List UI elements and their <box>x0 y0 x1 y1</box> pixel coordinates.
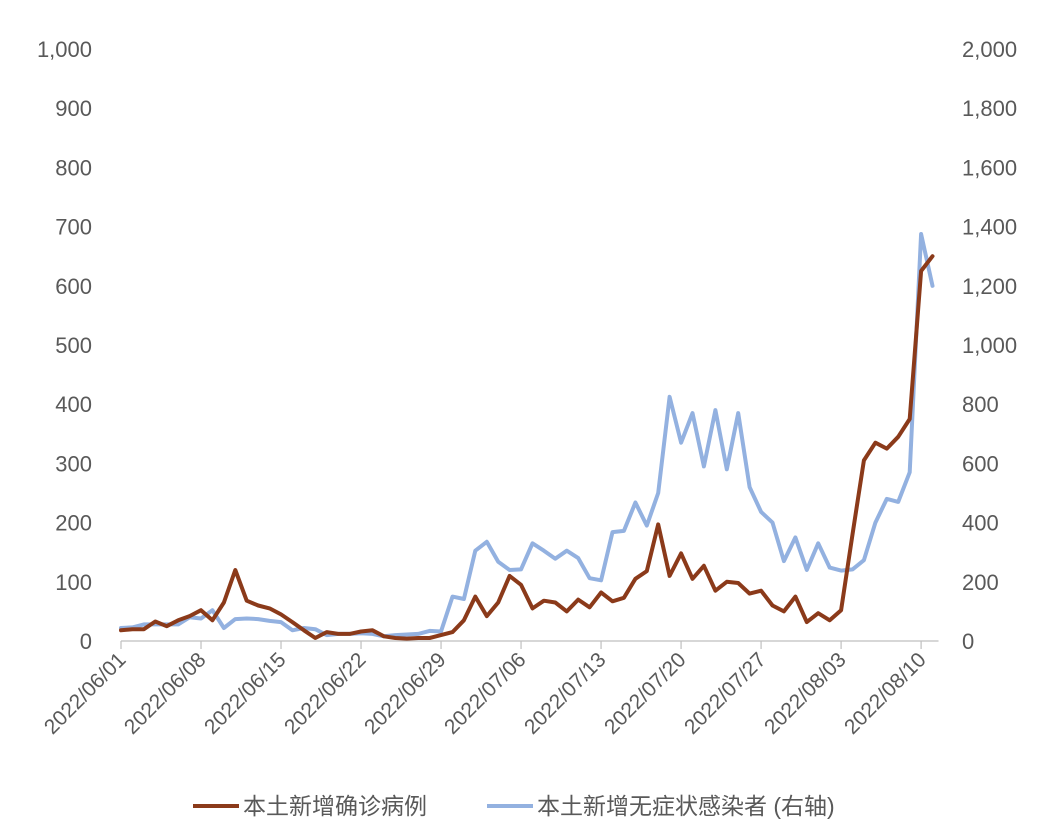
legend: 本土新增确诊病例 本土新增无症状感染者 (右轴) <box>193 793 835 819</box>
series-line-asymptomatic <box>119 232 935 639</box>
x-tick-label: 2022/06/15 <box>200 648 291 739</box>
x-tick-label: 2022/07/20 <box>600 648 691 739</box>
y-left-tick-label: 700 <box>55 215 92 240</box>
y-left-tick-label: 500 <box>55 333 92 358</box>
x-tick-label: 2022/08/10 <box>840 648 931 739</box>
y-left-tick-label: 800 <box>55 155 92 180</box>
y-left-tick-label: 300 <box>55 451 92 476</box>
y-left-tick-label: 1,000 <box>37 37 92 62</box>
y-left-tick-label: 400 <box>55 392 92 417</box>
x-tick-label: 2022/08/03 <box>760 648 851 739</box>
y-right-tick-label: 800 <box>962 392 999 417</box>
x-tick-label: 2022/07/27 <box>680 648 771 739</box>
series-line-confirmed <box>119 254 935 641</box>
y-left-tick-label: 200 <box>55 511 92 536</box>
y-right-tick-label: 1,200 <box>962 274 1017 299</box>
legend-label: 本土新增确诊病例 <box>243 793 427 819</box>
x-tick-label: 2022/07/06 <box>440 648 531 739</box>
y-right-tick-label: 1,800 <box>962 96 1017 121</box>
y-right-tick-label: 400 <box>962 511 999 536</box>
legend-label: 本土新增无症状感染者 (右轴) <box>537 793 835 819</box>
y-right-tick-label: 1,400 <box>962 215 1017 240</box>
axes: 0 0 100 200 200 400 300 600 400 800 500 1,000 600 1,2… <box>37 37 1017 739</box>
x-tick-label: 2022/06/08 <box>120 648 211 739</box>
x-tick-label: 2022/06/22 <box>280 648 371 739</box>
x-tick-label: 2022/07/13 <box>520 648 611 739</box>
y-left-tick-label: 0 <box>80 629 92 654</box>
y-right-tick-label: 200 <box>962 570 999 595</box>
y-right-tick-label: 0 <box>962 629 974 654</box>
y-right-tick-label: 1,600 <box>962 155 1017 180</box>
x-tick-label: 2022/06/01 <box>40 648 131 739</box>
series-lines <box>119 232 935 641</box>
y-right-tick-label: 2,000 <box>962 37 1017 62</box>
y-left-tick-label: 100 <box>55 570 92 595</box>
y-right-tick-label: 600 <box>962 451 999 476</box>
y-left-tick-label: 600 <box>55 274 92 299</box>
y-left-tick-label: 900 <box>55 96 92 121</box>
x-tick-label: 2022/06/29 <box>360 648 451 739</box>
y-right-tick-label: 1,000 <box>962 333 1017 358</box>
